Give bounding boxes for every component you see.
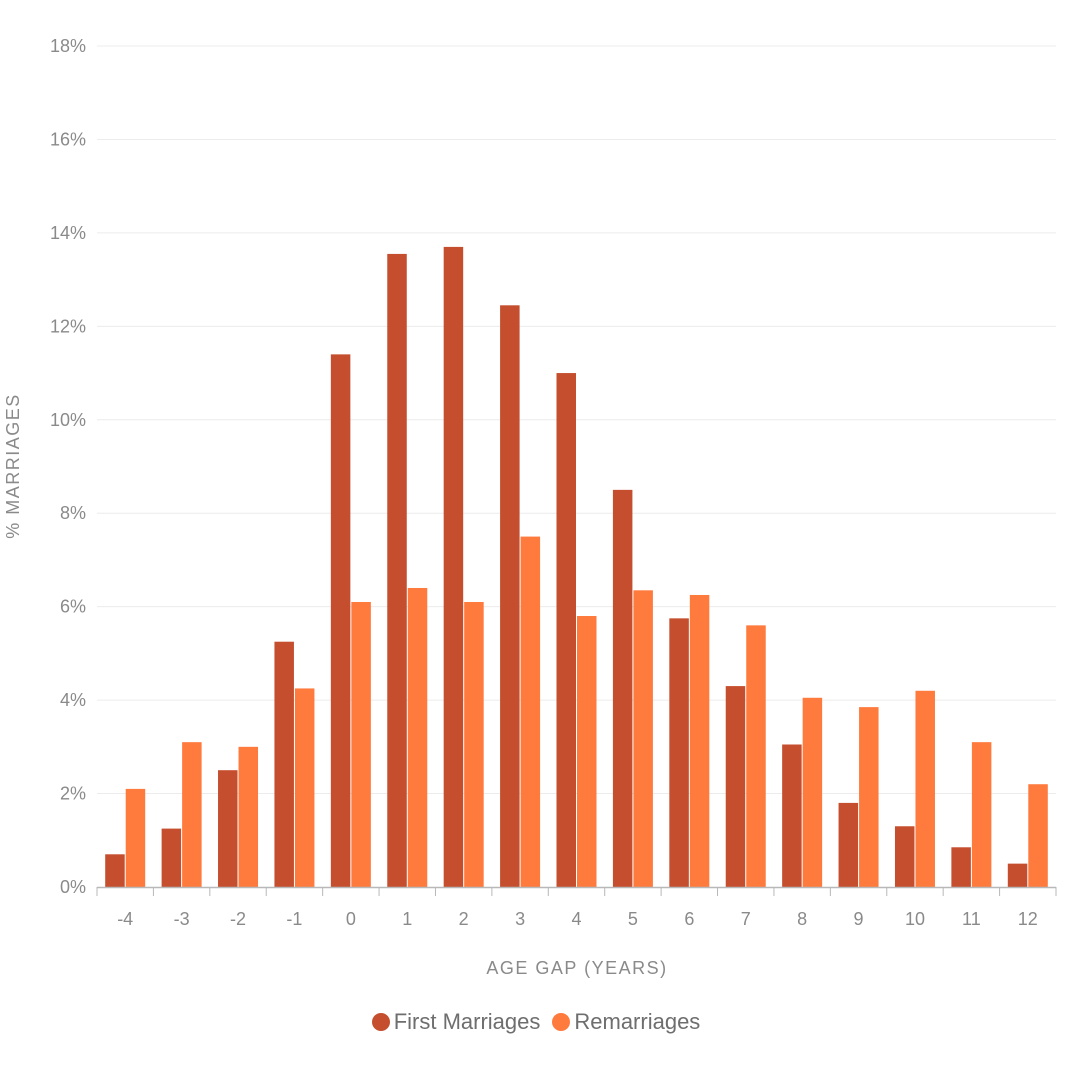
x-tick-label: 0 (346, 909, 356, 929)
x-tick-label: 4 (571, 909, 581, 929)
x-tick-label: -2 (230, 909, 246, 929)
y-tick-label: 10% (50, 410, 86, 430)
bar-remarriages--4[interactable] (125, 788, 146, 887)
x-tick-label: -3 (174, 909, 190, 929)
bar-first-marriages-5[interactable] (612, 489, 633, 887)
bar-remarriages-7[interactable] (746, 625, 766, 887)
bar-first-marriages-9[interactable] (838, 802, 859, 887)
bar-remarriages-10[interactable] (915, 690, 935, 887)
gridlines (97, 45, 1056, 795)
bar-first-marriages-3[interactable] (500, 305, 520, 887)
x-tick-label: 2 (459, 909, 469, 929)
x-tick-label: -1 (286, 909, 302, 929)
y-tick-label: 6% (60, 597, 86, 617)
x-tick-label: 9 (854, 909, 864, 929)
x-tick-label: 8 (797, 909, 807, 929)
x-axis-ticks: -4 -3 -2 -1 0 1 2 3 4 5 6 7 8 9 10 11 12 (117, 909, 1038, 929)
x-tick-label: 10 (905, 909, 925, 929)
legend-item-remarriages[interactable]: Remarriages (552, 1009, 700, 1035)
x-tick-label: 5 (628, 909, 638, 929)
x-tick-label: 7 (741, 909, 751, 929)
y-tick-label: 4% (60, 690, 86, 710)
legend-label-first-marriages: First Marriages (393, 1009, 541, 1034)
y-axis-ticks: 0% 2% 4% 6% 8% 10% 12% 14% 16% 18% (50, 36, 86, 897)
bar-remarriages-0[interactable] (351, 601, 371, 887)
x-axis-title: AGE GAP (YEARS) (486, 958, 667, 978)
bar-remarriages-12[interactable] (1028, 784, 1048, 887)
bar-remarriages--3[interactable] (182, 742, 202, 887)
bar-first-marriages--2[interactable] (218, 770, 238, 887)
y-tick-label: 12% (50, 316, 86, 336)
bars (105, 246, 1048, 888)
x-tick-label: -4 (117, 909, 133, 929)
bar-remarriages-11[interactable] (971, 742, 992, 887)
bar-first-marriages-7[interactable] (725, 686, 746, 887)
bar-remarriages-4[interactable] (577, 616, 597, 887)
bar-first-marriages-10[interactable] (894, 826, 915, 887)
bar-first-marriages-1[interactable] (387, 253, 407, 888)
bar-remarriages-5[interactable] (633, 590, 653, 887)
x-tick-label: 3 (515, 909, 525, 929)
bar-remarriages-6[interactable] (689, 594, 710, 887)
y-tick-label: 0% (60, 877, 86, 897)
y-tick-label: 16% (50, 129, 86, 149)
bar-first-marriages-11[interactable] (951, 847, 971, 887)
first-marriages-dot-icon (371, 1013, 390, 1031)
y-tick-label: 18% (50, 36, 86, 56)
bar-remarriages-3[interactable] (520, 536, 541, 887)
bar-first-marriages-2[interactable] (443, 246, 464, 888)
legend: First Marriages Remarriages (0, 1004, 1072, 1040)
x-tick-label: 1 (402, 909, 412, 929)
bar-first-marriages-6[interactable] (669, 618, 689, 887)
bar-remarriages--1[interactable] (294, 688, 315, 887)
y-axis-title: % MARRIAGES (3, 393, 23, 539)
bar-remarriages-2[interactable] (464, 601, 484, 887)
bar-first-marriages-0[interactable] (330, 354, 351, 887)
bar-remarriages-9[interactable] (859, 707, 879, 887)
bar-first-marriages-12[interactable] (1007, 863, 1028, 887)
bar-first-marriages--1[interactable] (274, 641, 294, 887)
x-tick-label: 6 (684, 909, 694, 929)
bar-first-marriages--3[interactable] (161, 828, 182, 887)
y-tick-label: 2% (60, 784, 86, 804)
bar-first-marriages-4[interactable] (556, 373, 577, 887)
remarriages-dot-icon (552, 1013, 571, 1031)
bar-first-marriages--4[interactable] (105, 854, 125, 887)
y-tick-label: 8% (60, 503, 86, 523)
bar-remarriages-1[interactable] (407, 587, 428, 887)
y-tick-label: 14% (50, 223, 86, 243)
legend-item-first-marriages[interactable]: First Marriages (371, 1009, 541, 1035)
bar-first-marriages-8[interactable] (782, 744, 802, 887)
x-axis (96, 886, 1057, 896)
legend-label-remarriages: Remarriages (574, 1009, 701, 1034)
x-tick-label: 12 (1018, 909, 1038, 929)
bar-remarriages-8[interactable] (802, 697, 823, 887)
bar-remarriages--2[interactable] (238, 746, 259, 887)
x-tick-label: 11 (962, 909, 981, 929)
